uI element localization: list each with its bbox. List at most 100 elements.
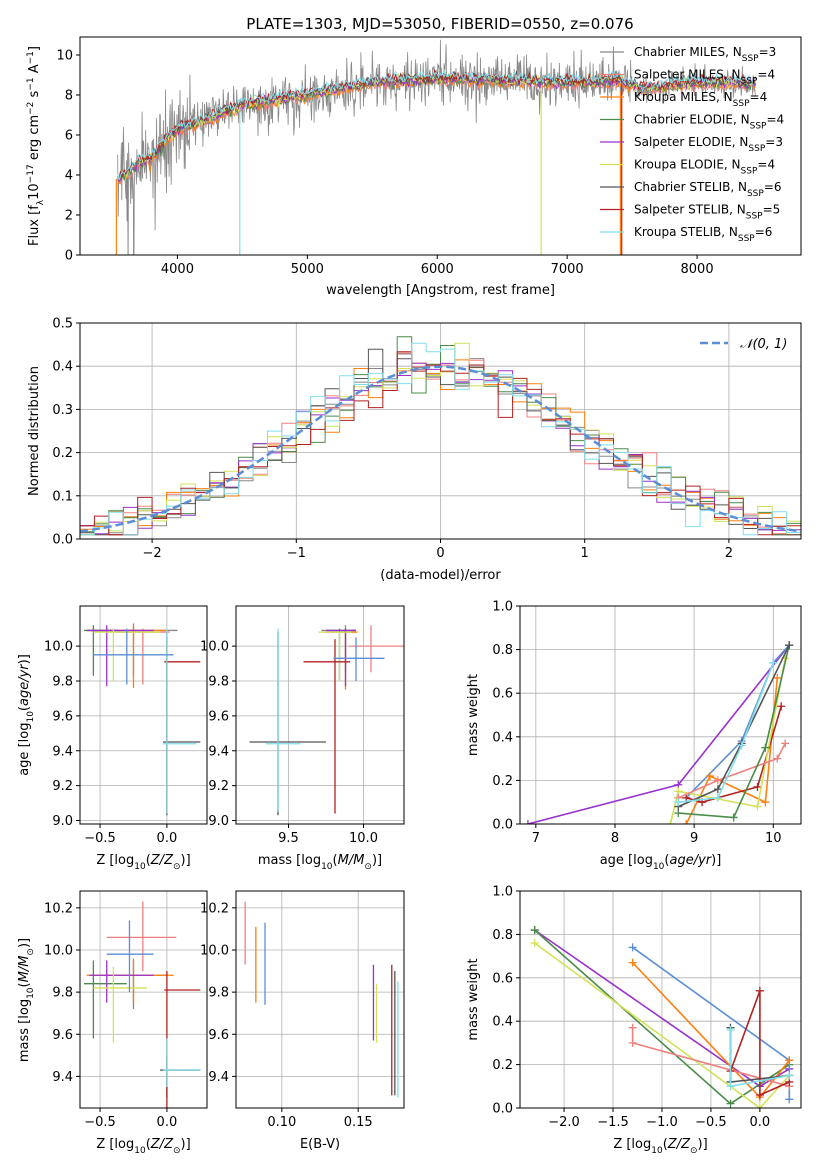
label-part: Kroupa STELIB, N xyxy=(634,225,738,239)
weight-marker xyxy=(726,1082,735,1091)
legend-entry: Salpeter MILES, NSSP=4 xyxy=(634,68,775,87)
weight-lines xyxy=(530,926,794,1108)
histograms xyxy=(80,336,801,536)
x-tick-label: 9 xyxy=(690,831,698,846)
y-tick-label: 0.4 xyxy=(492,1015,513,1030)
y-tick-label: 6 xyxy=(65,129,73,144)
label-part: )] xyxy=(17,938,32,948)
y-tick-label: 9.2 xyxy=(52,779,73,794)
y-tick-label: 9.8 xyxy=(208,986,229,1001)
label-part: Chabrier ELODIE, N xyxy=(634,113,750,127)
label-part: M/M xyxy=(338,853,365,868)
weight-marker xyxy=(674,798,683,807)
weight-marker xyxy=(729,813,738,822)
label-part: ⊙ xyxy=(173,1146,181,1156)
legend-entry: Chabrier MILES, NSSP=3 xyxy=(634,45,776,64)
histogram-series xyxy=(80,342,801,536)
legend-entry: 𝒩(0, 1) xyxy=(740,337,787,352)
weight-marker xyxy=(755,986,764,995)
y-tick-label: 10 xyxy=(56,49,73,64)
label-part: SSP xyxy=(746,212,763,222)
label-part: −1 xyxy=(26,51,36,64)
weight-marker xyxy=(773,754,782,763)
y-tick-label: 0.3 xyxy=(52,403,73,418)
panel-weight_vs_Z: −2.0 −1.5 −1.0 −0.5 0.0 0.0 0.2 0.4 0.6 0.8 1.0 Z [… xyxy=(466,885,802,1156)
y-tick-label: 9.4 xyxy=(52,744,73,759)
panel-mass_vs_ebv: 0.10 0.15 9.4 9.6 9.8 10.0 10.2 E(B-V) xyxy=(200,890,405,1152)
x-tick-label: 2 xyxy=(725,546,733,561)
label-part: ( xyxy=(664,853,669,868)
y-tick-label: 0.4 xyxy=(52,360,73,375)
label-part: Chabrier MILES, N xyxy=(634,45,742,59)
model-spectrum-line xyxy=(117,72,756,180)
label-part: Z [log xyxy=(96,1137,134,1152)
x-tick-label: 7 xyxy=(532,831,540,846)
label-part: SSP xyxy=(733,99,750,109)
label-part: −1 xyxy=(26,77,36,90)
weight-marker xyxy=(628,1023,637,1032)
label-part: )] xyxy=(711,853,721,868)
label-part: ( xyxy=(17,706,32,711)
weight-marker xyxy=(769,658,778,667)
y-tick-label: 9.8 xyxy=(52,674,73,689)
y-tick-label: 0.2 xyxy=(492,1058,513,1073)
errorbars xyxy=(84,901,201,1108)
axes-frame xyxy=(79,890,208,1109)
y-tick-label: 0.8 xyxy=(492,643,513,658)
label-part: SSP xyxy=(741,77,758,87)
legend-entry: Chabrier STELIB, NSSP=6 xyxy=(634,180,782,199)
legend-entry: Salpeter STELIB, NSSP=5 xyxy=(634,203,780,222)
legend-entry: Kroupa MILES, NSSP=4 xyxy=(634,90,767,109)
y-tick-label: 10.0 xyxy=(44,640,73,655)
legend-entry: Salpeter ELODIE, NSSP=3 xyxy=(634,135,783,154)
weight-series-line xyxy=(729,990,790,1097)
label-part: SSP xyxy=(742,54,759,64)
label-part: −17 xyxy=(26,164,36,183)
x-tick-label: 0.0 xyxy=(750,1115,771,1130)
x-tick-label: −1.5 xyxy=(597,1115,629,1130)
label-part: Z/Z xyxy=(150,853,174,868)
x-tick-label: 10.0 xyxy=(349,831,378,846)
histogram-series xyxy=(80,342,801,536)
y-tick-label: 8 xyxy=(65,89,73,104)
label-part: =4 xyxy=(757,68,775,82)
y-axis-label: Normed distribution xyxy=(27,366,42,496)
label-part: SSP xyxy=(747,189,764,199)
y-axis-label: mass weight xyxy=(466,958,481,1040)
weight-series-line xyxy=(677,644,790,808)
y-tick-label: 10.0 xyxy=(200,640,229,655)
label-part: ( xyxy=(146,1137,151,1152)
weight-marker xyxy=(628,958,637,967)
weight-marker xyxy=(773,673,782,682)
y-axis-label: mass [log10(M/M⊙)] xyxy=(17,938,36,1062)
y-tick-label: 1.0 xyxy=(492,885,513,900)
y-tick-label: 0 xyxy=(65,249,73,264)
y-tick-label: 0.6 xyxy=(492,687,513,702)
y-axis-label: mass weight xyxy=(466,674,481,756)
model-spectrum-line xyxy=(117,70,756,181)
x-tick-label: −0.5 xyxy=(84,1115,116,1130)
figure-title: PLATE=1303, MJD=53050, FIBERID=0550, z=0… xyxy=(246,15,633,33)
weight-marker xyxy=(785,1095,794,1104)
label-part: =6 xyxy=(764,180,782,194)
y-axis-label: age [log10(age/yr)] xyxy=(17,654,36,776)
label-part: −2 xyxy=(26,102,36,115)
axes-frame xyxy=(235,890,405,1109)
weight-marker xyxy=(753,802,762,811)
y-tick-label: 9.6 xyxy=(52,709,73,724)
weight-series-line xyxy=(669,658,786,824)
label-part: Kroupa MILES, N xyxy=(634,90,733,104)
label-part: Z [log xyxy=(613,1137,651,1152)
panel-mass_vs_Z: −0.5 0.09.49.69.810.010.2Z [log10(Z/Z⊙)]m… xyxy=(17,890,208,1156)
weight-marker xyxy=(761,743,770,752)
y-tick-label: 9.4 xyxy=(208,744,229,759)
x-tick-label: −2 xyxy=(143,546,162,561)
weight-marker xyxy=(726,1099,735,1108)
y-tick-label: 9.8 xyxy=(208,674,229,689)
histogram-series xyxy=(80,348,801,536)
label-part: 10 xyxy=(26,711,36,723)
axes-frame xyxy=(519,890,802,1109)
x-axis-label: Z [log10(Z/Z⊙)] xyxy=(96,853,190,872)
label-part: ⊙ xyxy=(690,1146,698,1156)
